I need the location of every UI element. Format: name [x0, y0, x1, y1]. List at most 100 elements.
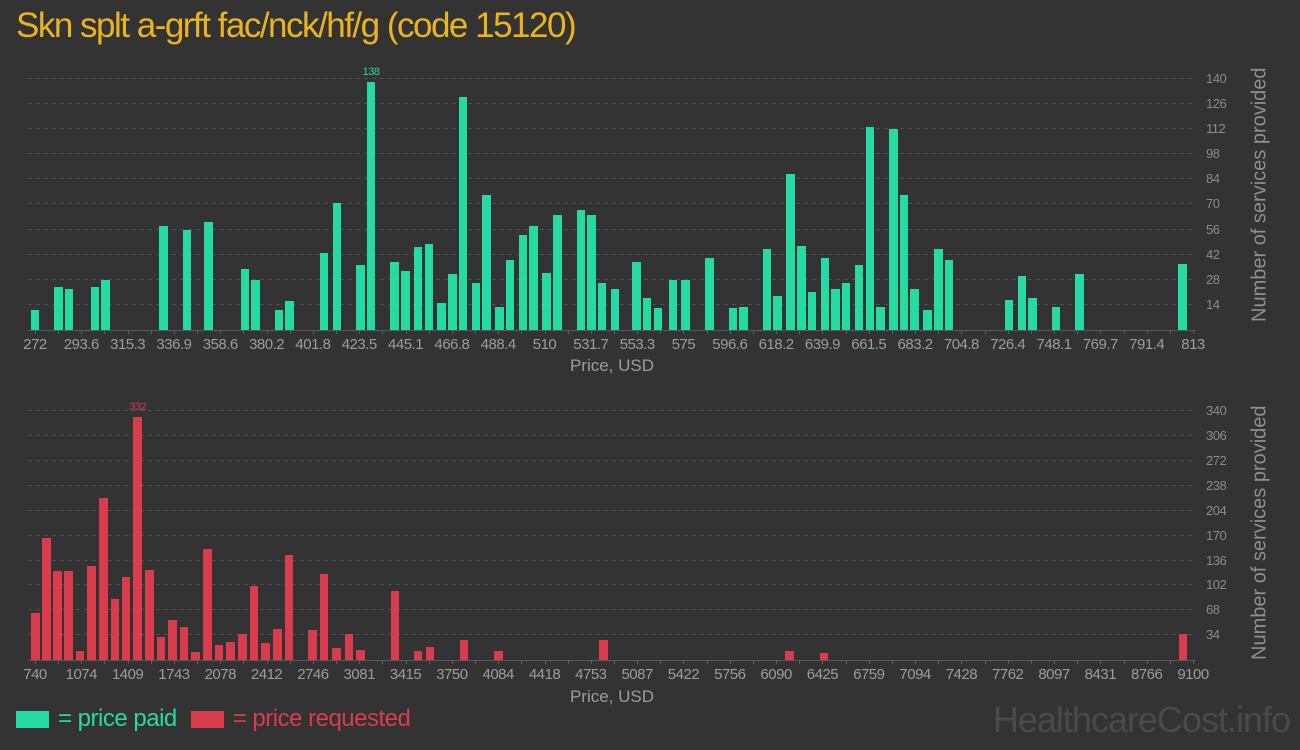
bar[interactable] [632, 261, 641, 330]
bar[interactable] [90, 286, 100, 330]
bar[interactable] [110, 599, 120, 660]
bar[interactable] [482, 195, 491, 330]
bar[interactable] [705, 258, 714, 330]
bar[interactable] [518, 234, 528, 330]
bar[interactable] [1178, 634, 1188, 660]
bar[interactable] [413, 247, 423, 330]
bar[interactable] [75, 650, 85, 660]
bar[interactable] [865, 127, 875, 330]
bar[interactable] [240, 268, 250, 330]
bar[interactable] [728, 308, 738, 330]
bar[interactable] [1051, 306, 1061, 330]
bar[interactable] [356, 265, 365, 330]
bar[interactable] [773, 295, 782, 330]
bar[interactable] [424, 243, 434, 330]
bar[interactable] [529, 225, 538, 330]
bar[interactable] [319, 574, 329, 660]
bar[interactable] [390, 591, 400, 660]
bar[interactable] [437, 303, 446, 330]
bar[interactable] [53, 570, 62, 660]
bar[interactable] [807, 292, 817, 330]
bar[interactable] [668, 279, 678, 330]
bar[interactable] [214, 644, 224, 660]
bar[interactable] [204, 222, 213, 330]
bar[interactable] [332, 647, 341, 660]
bar[interactable] [910, 288, 919, 330]
bar[interactable] [1178, 263, 1187, 330]
bar[interactable] [854, 265, 864, 330]
bar[interactable] [101, 279, 110, 330]
bar[interactable] [87, 566, 96, 660]
bar[interactable] [610, 288, 620, 330]
bar[interactable] [934, 249, 943, 330]
bar[interactable] [642, 297, 652, 330]
bar[interactable] [899, 195, 909, 330]
bar[interactable] [841, 283, 851, 330]
bar[interactable] [459, 639, 469, 660]
bar[interactable] [356, 649, 365, 660]
bar[interactable] [179, 627, 189, 660]
bar[interactable] [494, 651, 503, 660]
bar[interactable] [42, 537, 51, 660]
bar[interactable] [425, 646, 435, 660]
bar[interactable] [285, 301, 294, 330]
bar[interactable] [599, 639, 608, 660]
bar[interactable] [542, 272, 551, 330]
bar[interactable] [390, 261, 399, 330]
bar[interactable] [99, 498, 108, 660]
bar[interactable] [274, 310, 284, 330]
bar[interactable] [458, 96, 468, 330]
bar[interactable] [876, 306, 885, 330]
bar[interactable] [261, 643, 270, 660]
bar[interactable] [64, 288, 74, 330]
bar[interactable] [249, 586, 259, 660]
bar[interactable] [1004, 299, 1014, 330]
bar[interactable] [495, 306, 504, 330]
bar[interactable] [1075, 274, 1084, 330]
bar[interactable] [344, 633, 354, 660]
bar[interactable] [273, 629, 282, 660]
bar[interactable] [944, 260, 954, 330]
bar[interactable] [819, 652, 829, 660]
bar[interactable] [739, 306, 748, 330]
bar[interactable] [319, 252, 329, 330]
bar[interactable] [203, 548, 212, 660]
bar[interactable] [332, 202, 342, 330]
bar[interactable] [923, 310, 932, 330]
bar[interactable] [30, 310, 40, 330]
bar[interactable] [576, 209, 586, 330]
bar[interactable] [797, 245, 806, 330]
bar[interactable] [156, 636, 166, 660]
bar[interactable] [831, 288, 840, 330]
bar[interactable] [284, 554, 294, 660]
bar[interactable] [1017, 276, 1026, 330]
bar[interactable] [31, 613, 40, 660]
bar[interactable] [587, 215, 596, 330]
bar[interactable] [159, 225, 168, 330]
bar[interactable] [820, 258, 830, 330]
bar[interactable] [681, 279, 690, 330]
bar[interactable] [308, 630, 317, 660]
bar[interactable] [448, 274, 457, 330]
bar[interactable] [238, 634, 247, 660]
bar[interactable] [251, 279, 260, 330]
bar[interactable] [168, 619, 177, 660]
bar[interactable] [653, 308, 663, 330]
bar[interactable] [366, 82, 376, 330]
bar[interactable] [1028, 297, 1037, 330]
bar[interactable] [64, 570, 73, 660]
bar[interactable] [597, 283, 607, 330]
bar[interactable] [505, 260, 515, 330]
bar[interactable] [145, 570, 154, 660]
bar[interactable] [182, 229, 192, 330]
bar[interactable] [785, 651, 794, 660]
bar[interactable] [226, 642, 235, 660]
bar[interactable] [471, 283, 481, 330]
bar[interactable] [401, 270, 410, 330]
bar[interactable] [133, 417, 142, 660]
bar[interactable] [413, 651, 423, 660]
bar[interactable] [54, 286, 63, 330]
bar[interactable] [762, 249, 772, 330]
bar[interactable] [121, 577, 131, 660]
bar[interactable] [786, 173, 795, 330]
